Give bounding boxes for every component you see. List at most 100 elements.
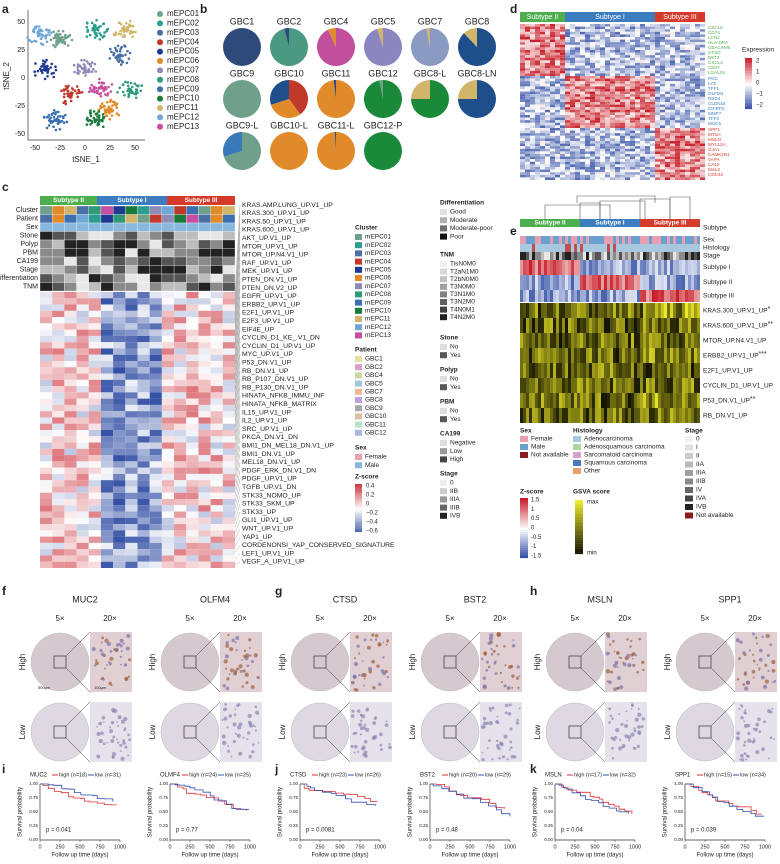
cell [665, 97, 670, 100]
cell [590, 76, 595, 79]
heatmap-cell [223, 518, 235, 524]
heatmap-cell [211, 468, 223, 474]
legend-swatch [355, 275, 362, 281]
cell [560, 86, 565, 89]
heatmap-cell [223, 537, 235, 543]
cell [695, 86, 700, 89]
cell-dot [33, 70, 36, 73]
heatmap-cell [544, 303, 547, 318]
cell [650, 29, 655, 32]
heatmap-cell [64, 424, 76, 430]
cell [585, 42, 590, 45]
cell [565, 32, 570, 35]
cell [545, 89, 550, 92]
heatmap-cell [637, 363, 640, 378]
cell [565, 170, 570, 173]
cell [575, 128, 580, 131]
cell [675, 99, 680, 102]
heatmap-cell [556, 318, 559, 333]
cell [630, 68, 635, 71]
heatmap-cell [610, 333, 613, 348]
cell [670, 157, 675, 160]
cell [535, 71, 540, 74]
annotation-cell [694, 236, 697, 244]
cell [690, 73, 695, 76]
cell [675, 157, 680, 160]
heatmap-cell [556, 363, 559, 378]
cell [620, 105, 625, 108]
annotation-cell [186, 240, 198, 249]
cell [550, 105, 555, 108]
heatmap-cell [174, 468, 186, 474]
legend-swatch [440, 209, 447, 215]
cell [635, 164, 640, 167]
cell [595, 32, 600, 35]
annotation-cell [586, 252, 589, 260]
cell [560, 136, 565, 139]
cell [525, 138, 530, 141]
cell [585, 138, 590, 141]
heatmap-cell [125, 455, 137, 461]
cell [575, 136, 580, 139]
cell [680, 60, 685, 63]
heatmap-cell [667, 408, 670, 423]
cell [520, 58, 525, 61]
cell [690, 42, 695, 45]
cell [695, 42, 700, 45]
subtype-label: Subtype I [117, 197, 146, 204]
cell [615, 159, 620, 162]
cell [690, 29, 695, 32]
cell [650, 133, 655, 136]
colorbar [745, 58, 752, 60]
annotation-cell [658, 252, 661, 260]
cell [585, 177, 590, 180]
heatmap-cell [64, 355, 76, 361]
cell [550, 40, 555, 43]
cell [685, 68, 690, 71]
cell [550, 170, 555, 173]
cell [700, 167, 705, 170]
heatmap-cell [52, 392, 64, 398]
pathway-label: RB_DN.V1_UP [242, 368, 289, 375]
legend-label: Poor [450, 233, 465, 240]
cell [555, 102, 560, 105]
cell [575, 84, 580, 87]
colorbar [745, 82, 752, 84]
cell [645, 144, 650, 147]
legend-swatch [440, 299, 447, 305]
cell [575, 115, 580, 118]
cell [680, 141, 685, 144]
cell [645, 138, 650, 141]
cell [645, 29, 650, 32]
legend-label: Male [531, 444, 545, 451]
cell [665, 138, 670, 141]
heatmap-cell [553, 393, 556, 408]
cell [580, 136, 585, 139]
cell [635, 177, 640, 180]
heatmap-cell [40, 443, 52, 449]
cell [520, 63, 525, 66]
legend-label: GBC5 [365, 380, 383, 387]
heatmap-cell [697, 363, 700, 378]
heatmap-cell [186, 380, 198, 386]
cell [530, 175, 535, 178]
cell [680, 94, 685, 97]
heatmap-cell [571, 348, 574, 363]
legend-swatch [440, 344, 447, 350]
cell [625, 120, 630, 123]
cell [570, 79, 575, 82]
cell [670, 81, 675, 84]
cell-dot [119, 30, 122, 33]
heatmap-cell [601, 408, 604, 423]
cell [580, 99, 585, 102]
cell [570, 76, 575, 79]
heatmap-cell [77, 342, 89, 348]
cell [560, 84, 565, 87]
cell [655, 112, 660, 115]
heatmap-cell [89, 443, 101, 449]
annotation-cell [532, 275, 535, 290]
heatmap-cell [198, 298, 210, 304]
cell [680, 92, 685, 95]
heatmap-cell [77, 499, 89, 505]
heatmap-cell [649, 318, 652, 333]
